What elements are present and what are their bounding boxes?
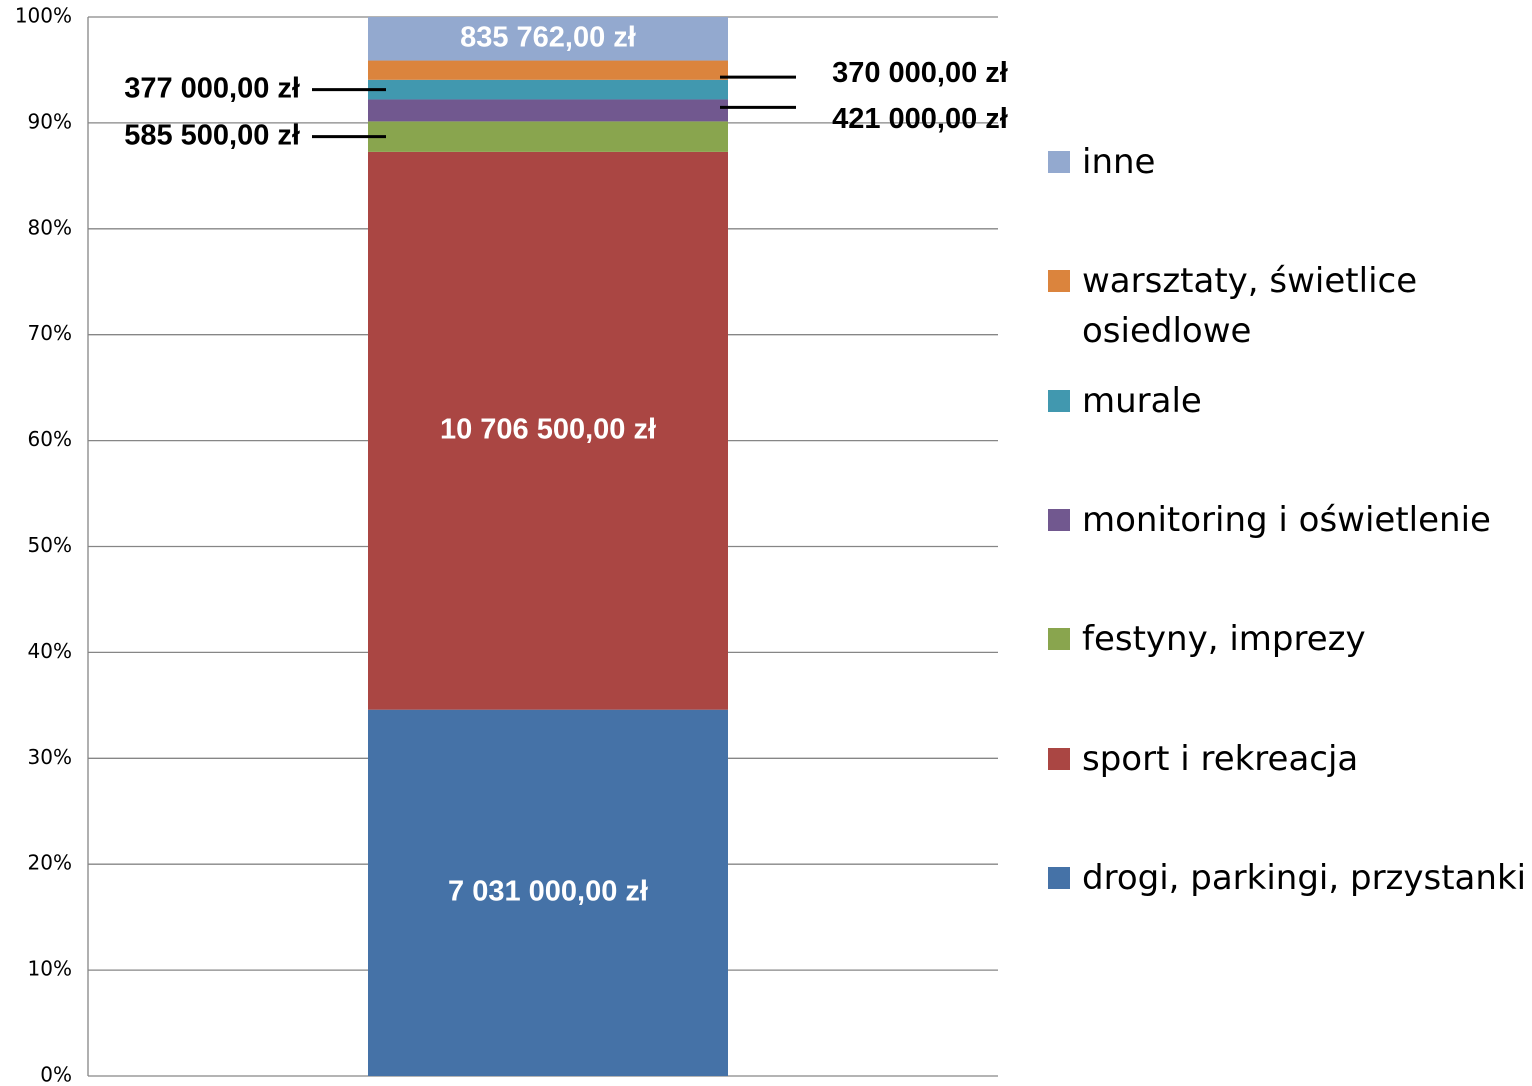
legend-label: inne xyxy=(1082,142,1156,182)
legend-label: sport i rekreacja xyxy=(1082,738,1359,779)
bar-segment xyxy=(368,121,728,152)
bar-segment xyxy=(368,151,728,710)
bar-segment xyxy=(368,709,728,1076)
y-tick-label: 70% xyxy=(28,321,72,345)
legend-item: warsztaty, świetlice osiedlowe xyxy=(1048,256,1527,356)
y-tick-label: 50% xyxy=(28,533,72,557)
y-tick-label: 60% xyxy=(28,427,72,451)
bar-segment xyxy=(368,60,728,80)
data-label: 421 000,00 zł xyxy=(832,103,1008,135)
y-tick-label: 10% xyxy=(28,957,72,981)
legend-label: murale xyxy=(1082,380,1202,421)
data-label: 10 706 500,00 zł xyxy=(440,413,656,445)
legend-swatch xyxy=(1048,866,1070,889)
data-label: 370 000,00 zł xyxy=(832,57,1008,89)
bar-segment xyxy=(368,17,728,61)
legend-item: drogi, parkingi, przystanki xyxy=(1048,853,1527,903)
legend-swatch xyxy=(1048,747,1070,770)
legend-label: warsztaty, świetlice osiedlowe xyxy=(1082,261,1418,352)
y-tick-label: 100% xyxy=(15,4,72,28)
legend-label: drogi, parkingi, przystanki xyxy=(1082,857,1527,898)
legend-swatch xyxy=(1048,508,1070,531)
y-tick-label: 90% xyxy=(28,109,72,133)
y-tick-label: 30% xyxy=(28,745,72,769)
legend-swatch xyxy=(1048,389,1070,412)
data-label: 377 000,00 zł xyxy=(124,72,300,104)
y-tick-label: 0% xyxy=(40,1063,72,1086)
bar-segment xyxy=(368,99,728,122)
chart: 0% 10% 20% 30% 40% 50% 60% 70% 80% 90% 100% 7 031 0… xyxy=(15,4,1008,1086)
legend-swatch xyxy=(1048,151,1070,173)
legend-item: inne xyxy=(1048,137,1527,187)
bar-segment xyxy=(368,79,728,100)
y-tick-label: 80% xyxy=(28,215,72,239)
legend-swatch xyxy=(1048,270,1070,293)
legend-label: monitoring i oświetlenie xyxy=(1082,499,1491,540)
data-label: 7 031 000,00 zł xyxy=(448,876,648,908)
legend-item: monitoring i oświetlenie xyxy=(1048,495,1527,545)
y-tick-label: 20% xyxy=(28,851,72,875)
legend-item: festyny, imprezy xyxy=(1048,614,1527,664)
data-label: 835 762,00 zł xyxy=(460,21,636,53)
legend-label: festyny, imprezy xyxy=(1082,619,1366,660)
legend-item: murale xyxy=(1048,376,1527,426)
data-label: 585 500,00 zł xyxy=(124,119,300,151)
y-tick-label: 40% xyxy=(28,639,72,663)
legend-swatch xyxy=(1048,628,1070,651)
legend-item: sport i rekreacja xyxy=(1048,734,1527,784)
